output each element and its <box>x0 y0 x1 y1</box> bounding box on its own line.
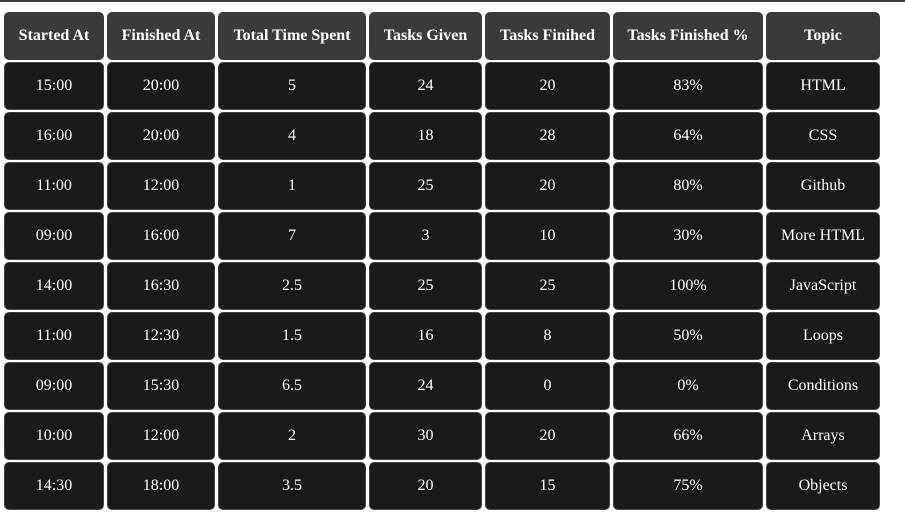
started-at-cell: 11:00 <box>4 162 104 210</box>
table-body: 15:00 20:00 5 24 20 83% HTML 16:00 20:00… <box>4 62 880 510</box>
topic-cell: Conditions <box>766 362 880 410</box>
topic-cell: CSS <box>766 112 880 160</box>
started-at-cell: 16:00 <box>4 112 104 160</box>
header-tasks-given: Tasks Given <box>369 12 482 60</box>
finished-at-cell: 15:30 <box>107 362 215 410</box>
tasks-given-cell: 25 <box>369 162 482 210</box>
tasks-finished-cell: 20 <box>485 162 610 210</box>
started-at-cell: 15:00 <box>4 62 104 110</box>
started-at-cell: 09:00 <box>4 212 104 260</box>
header-tasks-finished-percent: Tasks Finished % <box>613 12 763 60</box>
started-at-cell: 14:30 <box>4 462 104 510</box>
tasks-finished-cell: 8 <box>485 312 610 360</box>
finished-at-cell: 20:00 <box>107 62 215 110</box>
topic-cell: Arrays <box>766 412 880 460</box>
tasks-finished-percent-cell: 80% <box>613 162 763 210</box>
header-total-time-spent: Total Time Spent <box>218 12 366 60</box>
tasks-finished-percent-cell: 83% <box>613 62 763 110</box>
finished-at-cell: 18:00 <box>107 462 215 510</box>
tasks-finished-cell: 10 <box>485 212 610 260</box>
tasks-finished-percent-cell: 30% <box>613 212 763 260</box>
table-row: 09:00 16:00 7 3 10 30% More HTML <box>4 212 880 260</box>
time-spent-cell: 1.5 <box>218 312 366 360</box>
tasks-finished-percent-cell: 64% <box>613 112 763 160</box>
time-spent-cell: 1 <box>218 162 366 210</box>
tasks-finished-cell: 15 <box>485 462 610 510</box>
time-spent-cell: 6.5 <box>218 362 366 410</box>
tasks-given-cell: 20 <box>369 462 482 510</box>
table-row: 15:00 20:00 5 24 20 83% HTML <box>4 62 880 110</box>
time-spent-cell: 2 <box>218 412 366 460</box>
finished-at-cell: 16:30 <box>107 262 215 310</box>
tasks-given-cell: 18 <box>369 112 482 160</box>
started-at-cell: 11:00 <box>4 312 104 360</box>
tasks-given-cell: 3 <box>369 212 482 260</box>
finished-at-cell: 16:00 <box>107 212 215 260</box>
tasks-finished-percent-cell: 50% <box>613 312 763 360</box>
topic-cell: Loops <box>766 312 880 360</box>
started-at-cell: 09:00 <box>4 362 104 410</box>
tasks-finished-cell: 0 <box>485 362 610 410</box>
header-finished-at: Finished At <box>107 12 215 60</box>
top-divider <box>0 0 905 2</box>
table-row: 10:00 12:00 2 30 20 66% Arrays <box>4 412 880 460</box>
topic-cell: HTML <box>766 62 880 110</box>
tasks-given-cell: 24 <box>369 362 482 410</box>
tasks-finished-percent-cell: 100% <box>613 262 763 310</box>
tasks-given-cell: 24 <box>369 62 482 110</box>
table-row: 14:00 16:30 2.5 25 25 100% JavaScript <box>4 262 880 310</box>
finished-at-cell: 20:00 <box>107 112 215 160</box>
table-row: 11:00 12:00 1 25 20 80% Github <box>4 162 880 210</box>
table-row: 11:00 12:30 1.5 16 8 50% Loops <box>4 312 880 360</box>
time-spent-cell: 3.5 <box>218 462 366 510</box>
header-started-at: Started At <box>4 12 104 60</box>
tasks-finished-cell: 20 <box>485 412 610 460</box>
topic-cell: JavaScript <box>766 262 880 310</box>
tasks-given-cell: 25 <box>369 262 482 310</box>
time-spent-cell: 5 <box>218 62 366 110</box>
tasks-finished-cell: 20 <box>485 62 610 110</box>
finished-at-cell: 12:00 <box>107 162 215 210</box>
started-at-cell: 14:00 <box>4 262 104 310</box>
time-spent-cell: 2.5 <box>218 262 366 310</box>
tasks-finished-percent-cell: 75% <box>613 462 763 510</box>
tasks-finished-cell: 25 <box>485 262 610 310</box>
header-row: Started At Finished At Total Time Spent … <box>4 12 880 60</box>
tasks-finished-cell: 28 <box>485 112 610 160</box>
study-tracker-table: Started At Finished At Total Time Spent … <box>1 10 883 512</box>
finished-at-cell: 12:00 <box>107 412 215 460</box>
table-row: 16:00 20:00 4 18 28 64% CSS <box>4 112 880 160</box>
tasks-given-cell: 16 <box>369 312 482 360</box>
tasks-given-cell: 30 <box>369 412 482 460</box>
topic-cell: More HTML <box>766 212 880 260</box>
table-row: 14:30 18:00 3.5 20 15 75% Objects <box>4 462 880 510</box>
topic-cell: Github <box>766 162 880 210</box>
time-spent-cell: 7 <box>218 212 366 260</box>
started-at-cell: 10:00 <box>4 412 104 460</box>
header-tasks-finished: Tasks Finihed <box>485 12 610 60</box>
tasks-finished-percent-cell: 0% <box>613 362 763 410</box>
table-header: Started At Finished At Total Time Spent … <box>4 12 880 60</box>
header-topic: Topic <box>766 12 880 60</box>
time-spent-cell: 4 <box>218 112 366 160</box>
finished-at-cell: 12:30 <box>107 312 215 360</box>
table-row: 09:00 15:30 6.5 24 0 0% Conditions <box>4 362 880 410</box>
topic-cell: Objects <box>766 462 880 510</box>
tasks-finished-percent-cell: 66% <box>613 412 763 460</box>
